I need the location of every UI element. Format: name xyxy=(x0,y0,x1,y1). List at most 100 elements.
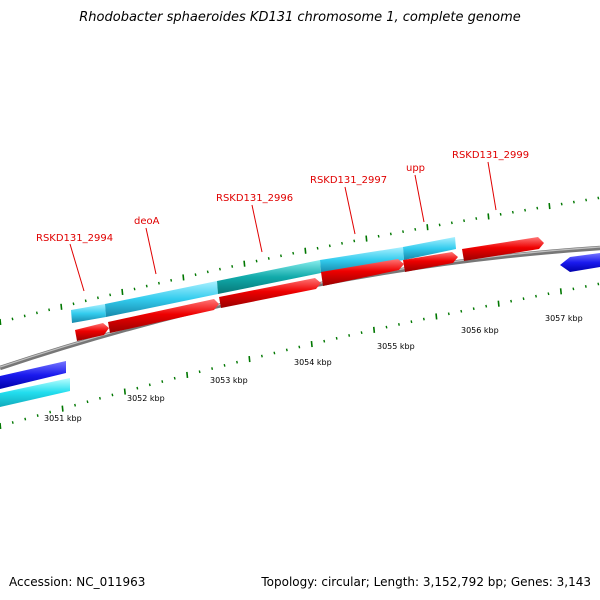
outer-tick xyxy=(0,318,2,326)
inner-tick xyxy=(559,288,563,295)
inner-tick xyxy=(410,320,413,324)
scale-label: 3052 kbp xyxy=(127,394,165,403)
cds-arrow-upp[interactable] xyxy=(403,252,458,272)
outer-tick xyxy=(218,267,221,271)
outer-tick xyxy=(48,308,51,312)
gene-track-upp[interactable] xyxy=(403,237,456,260)
gene-label[interactable]: RSKD131_2997 xyxy=(310,175,387,186)
gene-track-2996[interactable] xyxy=(217,260,321,294)
outer-tick xyxy=(463,219,466,223)
gene-label[interactable]: RSKD131_2999 xyxy=(452,150,529,161)
outer-tick xyxy=(511,210,514,214)
gene-label[interactable]: upp xyxy=(406,163,425,174)
inner-tick xyxy=(98,396,101,400)
outer-tick xyxy=(170,278,173,282)
gene-label-leader xyxy=(344,186,356,235)
outer-tick xyxy=(450,221,453,225)
gene-track-2997[interactable] xyxy=(320,247,404,273)
outer-tick xyxy=(304,247,307,254)
scale-label: 3055 kbp xyxy=(377,342,415,351)
inner-tick xyxy=(397,322,400,326)
gene-label[interactable]: RSKD131_2996 xyxy=(216,193,293,204)
accession-text: Accession: NC_011963 xyxy=(9,575,146,589)
outer-tick xyxy=(377,234,380,238)
cds-arrow-2997[interactable] xyxy=(321,259,404,286)
scale-labels: 3051 kbp 3052 kbp 3053 kbp 3054 kbp 3055 kbp… xyxy=(44,314,583,423)
scale-label: 3056 kbp xyxy=(461,326,499,335)
inner-tick xyxy=(348,334,351,337)
gene-feature-blue-right[interactable] xyxy=(560,253,600,272)
inner-tick xyxy=(161,380,164,383)
gene-label-leader xyxy=(145,227,157,275)
inner-tick xyxy=(136,386,139,390)
outer-tick xyxy=(157,281,160,285)
inner-tick xyxy=(522,297,525,301)
outer-tick xyxy=(548,203,551,210)
inner-tick xyxy=(260,354,263,358)
scale-label: 3053 kbp xyxy=(210,376,248,385)
outer-tick xyxy=(133,287,136,291)
outer-tick xyxy=(524,208,527,212)
outer-tick xyxy=(194,273,197,277)
inner-tick xyxy=(236,360,238,364)
inner-tick xyxy=(298,345,301,349)
outer-tick xyxy=(60,303,63,310)
inner-tick xyxy=(211,367,214,370)
outer-tick xyxy=(292,251,295,255)
outer-tick xyxy=(23,314,26,318)
cds-arrow-2999[interactable] xyxy=(462,237,544,261)
inner-tick xyxy=(360,331,363,335)
outer-tick xyxy=(109,293,112,297)
gene-label-leader xyxy=(414,174,425,223)
inner-tick xyxy=(372,326,376,333)
scale-label: 3054 kbp xyxy=(294,358,332,367)
inner-tick xyxy=(422,317,425,321)
inner-tick xyxy=(460,309,463,313)
lower-left-features xyxy=(0,361,70,407)
outer-tick xyxy=(206,270,209,274)
inner-tick xyxy=(335,336,338,340)
outer-tick xyxy=(402,230,405,234)
outer-tick xyxy=(426,224,429,231)
outer-tick xyxy=(96,296,99,300)
gene-label[interactable]: RSKD131_2994 xyxy=(36,233,113,244)
outer-tick xyxy=(560,202,563,206)
outer-tick xyxy=(536,206,539,210)
inner-tick xyxy=(285,348,288,352)
outer-tick xyxy=(389,232,392,236)
outer-tick xyxy=(487,213,490,220)
gene-track-2994[interactable] xyxy=(71,304,106,323)
outer-tick xyxy=(328,244,331,248)
inner-tick xyxy=(472,307,475,311)
inner-tick xyxy=(0,422,2,430)
inner-tick xyxy=(435,313,438,320)
map-title: Rhodobacter sphaeroides KD131 chromosome… xyxy=(79,10,521,25)
outer-tick xyxy=(121,288,124,295)
inner-tick xyxy=(273,351,276,355)
inner-tick xyxy=(198,370,201,374)
inner-tick xyxy=(36,414,39,417)
gene-feature-blue[interactable] xyxy=(0,361,66,389)
cds-arrow-2996[interactable] xyxy=(219,278,321,308)
outer-tick xyxy=(585,198,588,202)
scale-label: 3057 kbp xyxy=(545,314,583,323)
cds-arrow-deoA[interactable] xyxy=(108,299,219,333)
outer-tick xyxy=(231,264,234,268)
inner-tick xyxy=(547,292,550,296)
outer-tick xyxy=(84,299,87,303)
cds-arrow-2994[interactable] xyxy=(75,323,109,341)
outer-tick xyxy=(145,284,148,288)
gene-feature-cyan[interactable] xyxy=(0,378,70,407)
inner-tick xyxy=(86,400,89,404)
inner-tick xyxy=(111,393,114,397)
inner-tick xyxy=(173,376,176,380)
gene-labels: RSKD131_2994 deoA RSKD131_2996 RSKD131_2997… xyxy=(36,150,529,292)
gene-label[interactable]: deoA xyxy=(134,216,160,227)
inner-tick xyxy=(148,383,151,387)
gene-track-deoA[interactable] xyxy=(105,281,218,317)
inner-tick xyxy=(49,410,52,414)
outer-tick xyxy=(414,227,417,231)
outer-tick xyxy=(353,239,356,243)
outer-tick xyxy=(35,311,38,315)
